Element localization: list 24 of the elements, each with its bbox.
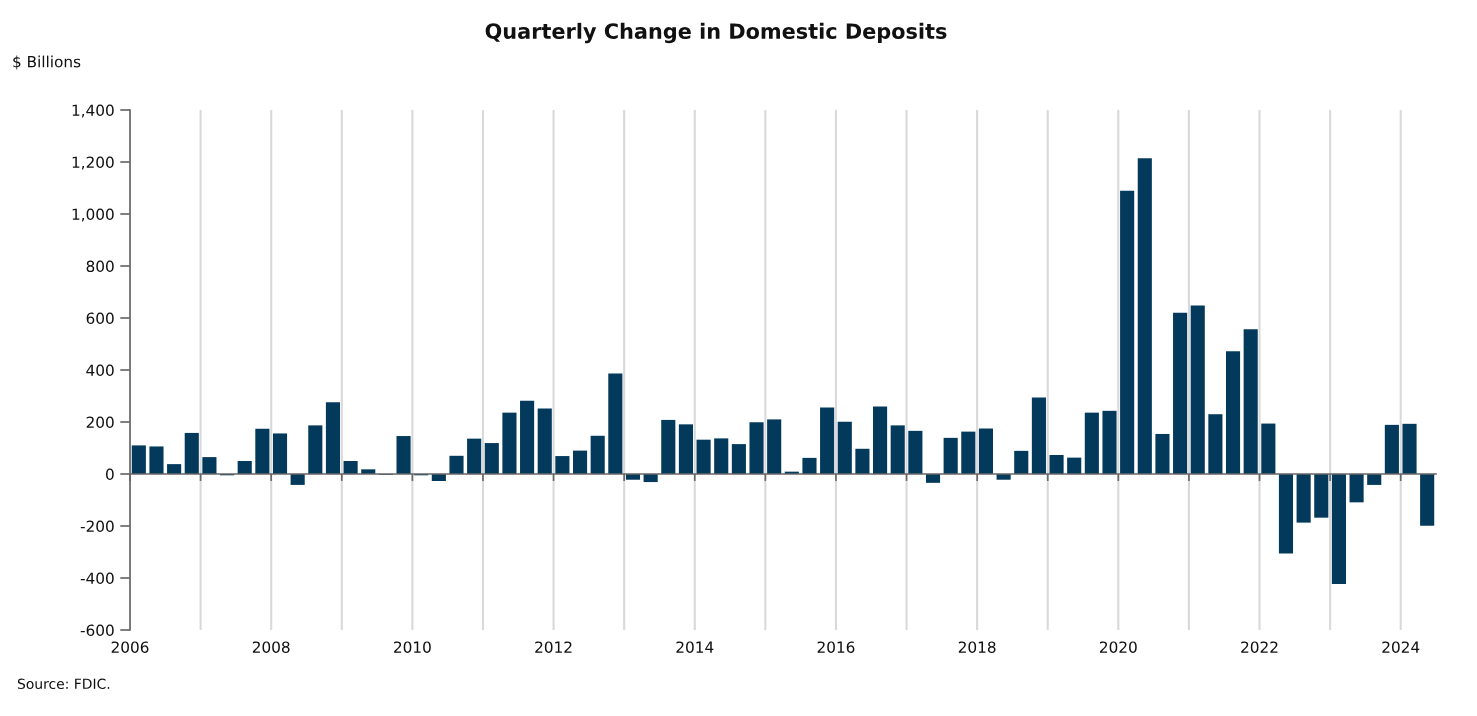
- x-tick-label: 2010: [394, 641, 431, 653]
- x-tick-label: 2024: [1382, 641, 1420, 653]
- x-tick-label: 2016: [817, 641, 855, 653]
- x-tick-label: 2008: [252, 641, 290, 653]
- y-tick-label: 1,400: [72, 104, 114, 118]
- y-tick-label: -600: [80, 624, 114, 637]
- y-axis-title: $ Billions: [13, 55, 81, 70]
- y-tick-label: 0: [106, 468, 114, 481]
- y-tick-label: -400: [80, 572, 114, 585]
- x-tick-label: 2018: [958, 641, 996, 653]
- y-tick-label: 600: [86, 312, 114, 325]
- chart-title: Quarterly Change in Domestic Deposits: [485, 22, 947, 44]
- x-tick-label: 2020: [1100, 641, 1137, 653]
- x-tick-label: 2014: [676, 641, 714, 653]
- x-tick-label: 2006: [111, 641, 149, 653]
- source-note: Source: FDIC.: [17, 678, 110, 690]
- x-tick-label: 2012: [535, 641, 572, 653]
- y-tick-label: -200: [80, 520, 114, 533]
- y-tick-label: 1,000: [72, 208, 114, 222]
- y-tick-label: 400: [86, 364, 114, 377]
- x-tick-label: 2022: [1241, 641, 1278, 653]
- y-tick-label: 200: [86, 416, 114, 429]
- y-tick-label: 800: [86, 260, 114, 273]
- y-tick-label: 1,200: [72, 156, 114, 170]
